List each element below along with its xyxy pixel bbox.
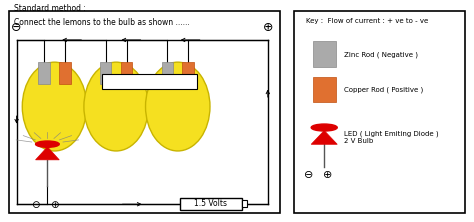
Bar [121,62,132,84]
Bar [313,77,336,102]
Ellipse shape [311,124,337,131]
Bar [182,62,194,84]
Bar [313,41,336,67]
Text: Zinc Rod ( Negative ): Zinc Rod ( Negative ) [344,51,418,58]
Text: ⊕: ⊕ [50,200,59,210]
Text: The bulb will glow...: The bulb will glow... [114,79,185,85]
Bar [38,62,50,84]
Bar [102,74,197,89]
Ellipse shape [84,62,148,151]
Text: Connect the lemons to the bulb as shown ......: Connect the lemons to the bulb as shown … [14,18,190,27]
Bar [59,62,71,84]
Text: ⊕: ⊕ [263,21,273,34]
Polygon shape [311,131,337,144]
Text: 1.5 Volts: 1.5 Volts [194,199,228,208]
Bar [9,11,280,213]
Text: ⊖: ⊖ [11,21,22,34]
Polygon shape [36,147,59,160]
Bar [294,11,465,213]
Bar [162,62,173,84]
Ellipse shape [36,141,59,147]
Bar [242,200,247,207]
Bar [180,198,242,210]
Ellipse shape [22,62,87,151]
Text: Standard method :: Standard method : [14,4,86,14]
Ellipse shape [146,62,210,151]
Text: Key :  Flow of current : + ve to - ve: Key : Flow of current : + ve to - ve [306,18,428,24]
Text: Copper Rod ( Positive ): Copper Rod ( Positive ) [344,87,423,93]
Text: ⊖: ⊖ [304,170,314,180]
Bar [100,62,111,84]
Text: ⊖: ⊖ [31,200,40,210]
Text: ⊕: ⊕ [323,170,333,180]
Text: LED ( Light Emiting Diode )
2 V Bulb: LED ( Light Emiting Diode ) 2 V Bulb [344,131,438,144]
